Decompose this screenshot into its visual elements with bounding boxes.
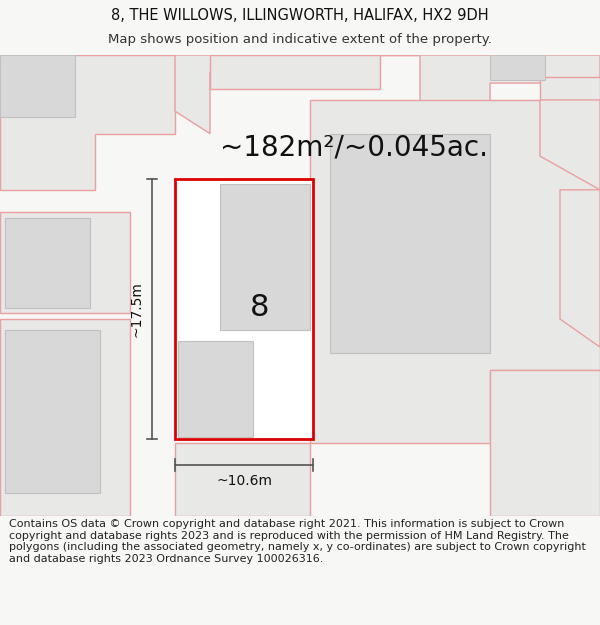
- Polygon shape: [490, 369, 600, 516]
- Text: Map shows position and indicative extent of the property.: Map shows position and indicative extent…: [108, 33, 492, 46]
- Text: Contains OS data © Crown copyright and database right 2021. This information is : Contains OS data © Crown copyright and d…: [9, 519, 586, 564]
- Polygon shape: [560, 190, 600, 347]
- Polygon shape: [5, 330, 100, 493]
- Polygon shape: [210, 55, 420, 89]
- Polygon shape: [175, 179, 313, 439]
- Polygon shape: [490, 55, 545, 80]
- Polygon shape: [330, 134, 490, 352]
- Polygon shape: [310, 78, 600, 442]
- Text: ~10.6m: ~10.6m: [216, 474, 272, 488]
- Polygon shape: [178, 341, 253, 437]
- Polygon shape: [0, 213, 130, 313]
- Text: ~17.5m: ~17.5m: [130, 281, 144, 337]
- Polygon shape: [175, 442, 310, 516]
- Polygon shape: [540, 100, 600, 190]
- Polygon shape: [5, 218, 90, 308]
- Text: 8: 8: [250, 293, 270, 322]
- Polygon shape: [0, 55, 175, 190]
- Text: ~182m²/~0.045ac.: ~182m²/~0.045ac.: [220, 133, 488, 161]
- Polygon shape: [0, 319, 130, 516]
- Polygon shape: [220, 184, 310, 330]
- Polygon shape: [420, 55, 600, 106]
- Polygon shape: [175, 55, 310, 134]
- Polygon shape: [0, 55, 75, 117]
- Text: 8, THE WILLOWS, ILLINGWORTH, HALIFAX, HX2 9DH: 8, THE WILLOWS, ILLINGWORTH, HALIFAX, HX…: [111, 8, 489, 23]
